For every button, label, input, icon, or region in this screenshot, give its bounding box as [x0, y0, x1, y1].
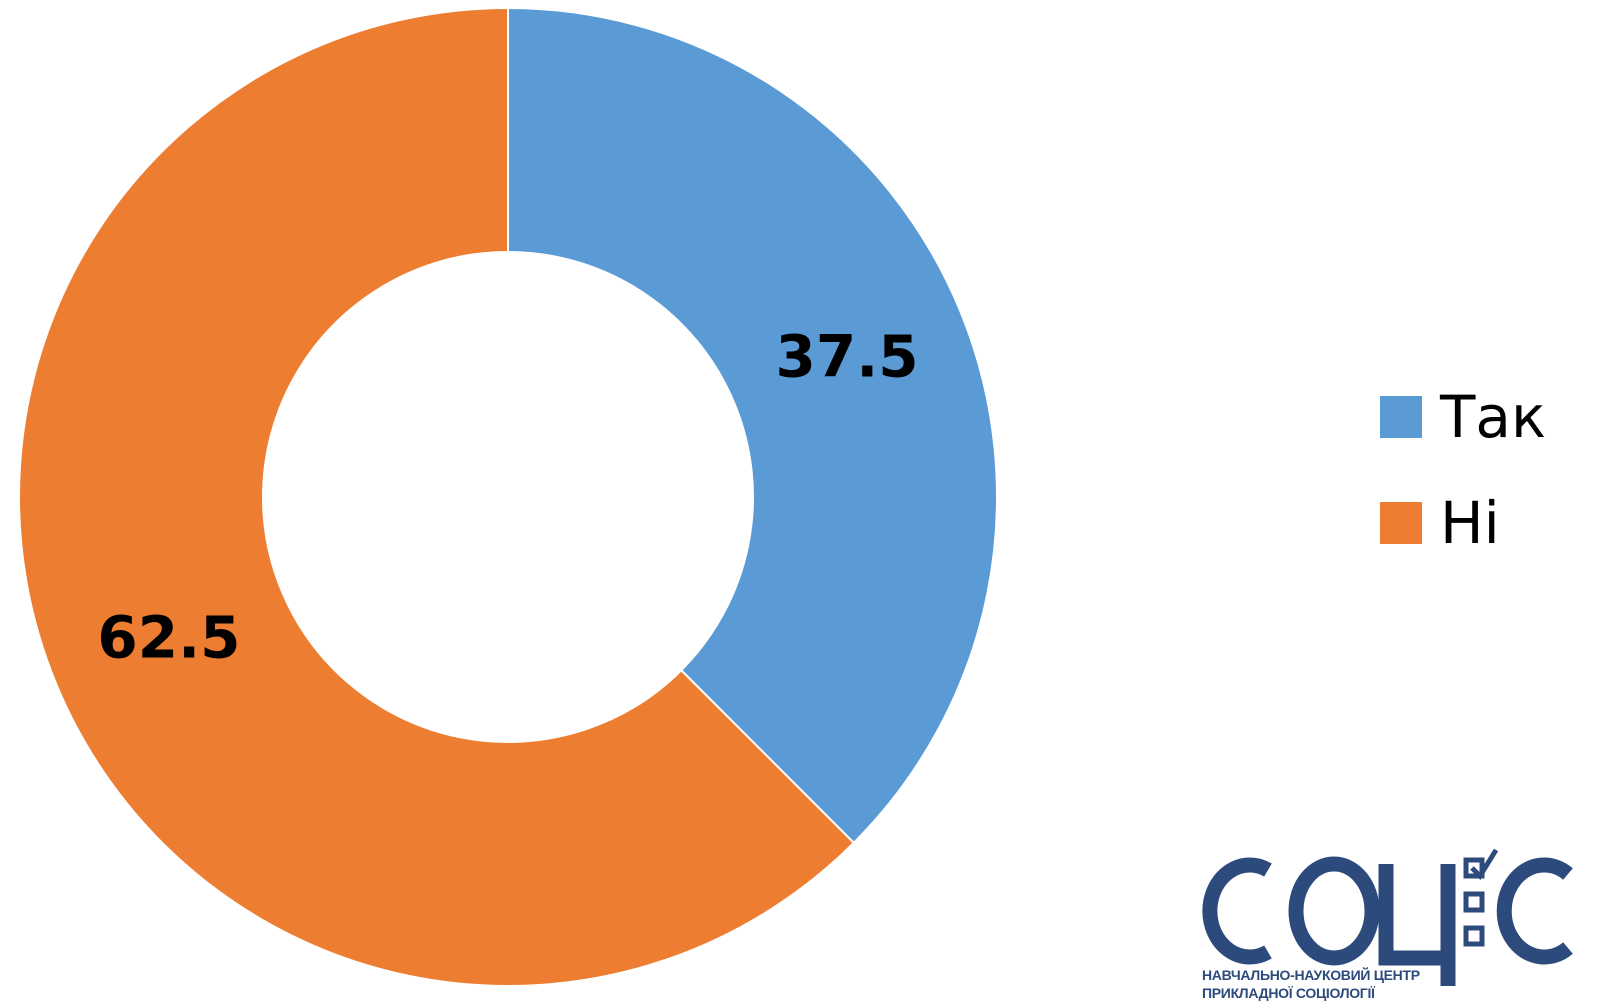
legend-swatch-ni: [1380, 502, 1422, 544]
logo-letter-o-2: [1496, 857, 1573, 965]
chart-legend: Так Ні: [1380, 386, 1546, 598]
legend-label-tak: Так: [1440, 383, 1547, 451]
slice-tak: [507, 6, 998, 845]
legend-label-ni: Ні: [1440, 489, 1500, 557]
doughnut-data-labels: 37.5 62.5: [97, 323, 918, 672]
logo-letter-o: [1288, 856, 1380, 966]
legend-item-tak: Так: [1380, 386, 1546, 448]
data-label-ni: 62.5: [97, 603, 240, 671]
logo-caption-line2: ПРИКЛАДНОЇ СОЦІОЛОГІЇ: [1202, 985, 1376, 1001]
data-label-tak: 37.5: [776, 323, 919, 391]
socio-logo: НАВЧАЛЬНО-НАУКОВИЙ ЦЕНТР ПРИКЛАДНОЇ СОЦІ…: [1202, 848, 1573, 1001]
logo-letter-c: [1202, 857, 1272, 965]
logo-letter-ts: [1378, 864, 1456, 986]
doughnut-slices: [17, 6, 998, 987]
checklist-icon: [1463, 848, 1499, 947]
legend-item-ni: Ні: [1380, 492, 1546, 554]
legend-swatch-tak: [1380, 396, 1422, 438]
slice-ni: [17, 6, 856, 987]
logo-caption-line1: НАВЧАЛЬНО-НАУКОВИЙ ЦЕНТР: [1202, 966, 1420, 983]
